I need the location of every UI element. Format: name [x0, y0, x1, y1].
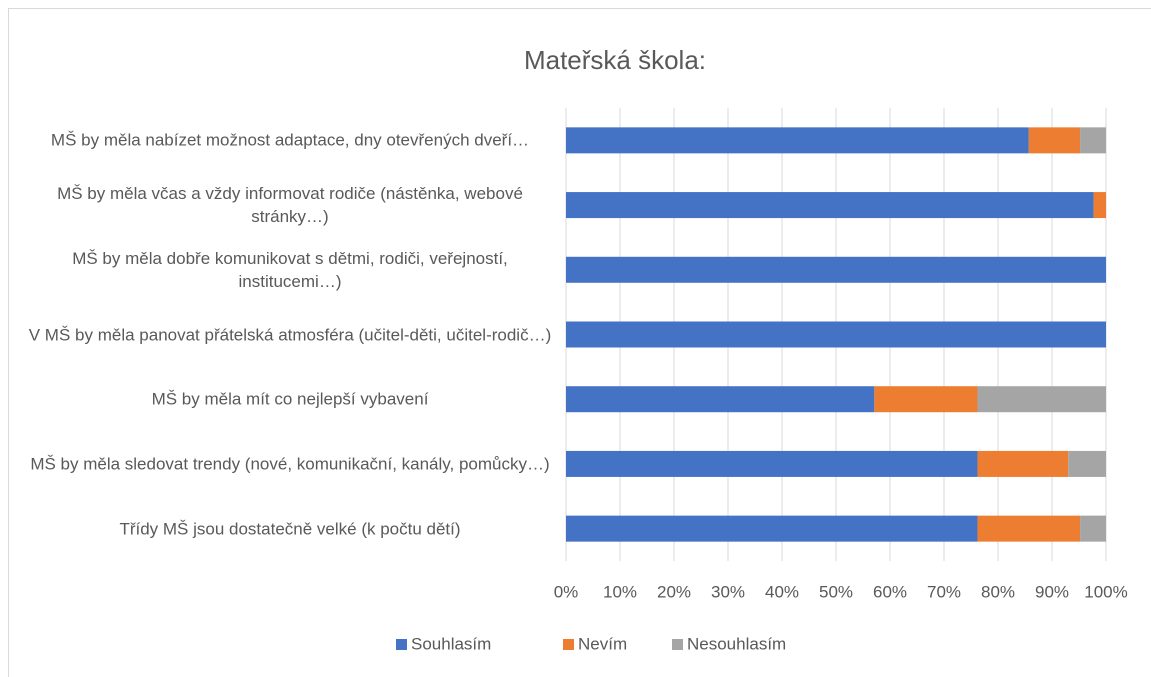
bar-segment — [566, 127, 1029, 154]
bar-segment — [566, 192, 1094, 219]
x-tick-label: 50% — [819, 582, 853, 601]
x-tick-label: 40% — [765, 582, 799, 601]
x-tick-label: 20% — [657, 582, 691, 601]
legend-label: Souhlasím — [411, 634, 491, 653]
x-tick-label: 90% — [1035, 582, 1069, 601]
legend-label: Nevím — [578, 634, 627, 653]
bar-segment — [1080, 127, 1106, 154]
bar-segment — [566, 256, 1106, 283]
x-tick-label: 60% — [873, 582, 907, 601]
bar-segment — [566, 321, 1106, 348]
x-tick-label: 0% — [554, 582, 579, 601]
legend-swatch — [563, 639, 574, 650]
chart-frame — [8, 8, 1151, 677]
bar-segment — [977, 386, 1106, 413]
x-tick-label: 30% — [711, 582, 745, 601]
bar-segment — [566, 450, 978, 477]
y-tick-label: MŠ by měla dobře komunikovat s dětmi, ro… — [72, 248, 508, 291]
legend-label: Nesouhlasím — [687, 634, 786, 653]
bar-segment — [566, 515, 978, 542]
legend-swatch — [396, 639, 407, 650]
bar-segment — [1080, 515, 1106, 542]
chart-title: Mateřská škola: — [524, 45, 706, 75]
bar-segment — [566, 386, 875, 413]
x-tick-label: 100% — [1084, 582, 1127, 601]
x-tick-label: 70% — [927, 582, 961, 601]
x-tick-label: 80% — [981, 582, 1015, 601]
y-tick-label: V MŠ by měla panovat přátelská atmosféra… — [28, 325, 552, 344]
y-tick-label: MŠ by měla sledovat trendy (nové, komuni… — [30, 454, 550, 474]
bar-segment — [874, 386, 978, 413]
y-tick-label: Třídy MŠ jsou dostatečně velké (k počtu … — [119, 519, 461, 539]
y-tick-label: MŠ by měla mít co nejlepší vybavení — [151, 389, 429, 409]
y-tick-label: MŠ by měla nabízet možnost adaptace, dny… — [50, 130, 530, 150]
y-tick-label: MŠ by měla včas a vždy informovat rodiče… — [57, 184, 523, 227]
legend-swatch — [672, 639, 683, 650]
bar-segment — [1028, 127, 1081, 154]
bar-segment — [1068, 450, 1106, 477]
x-tick-label: 10% — [603, 582, 637, 601]
bar-segment — [1093, 192, 1106, 219]
bar-segment — [977, 515, 1081, 542]
bar-segment — [977, 450, 1069, 477]
